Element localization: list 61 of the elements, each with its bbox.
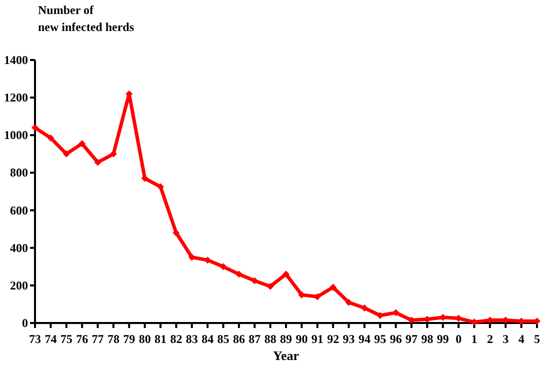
point [360,304,368,312]
x-tick-label: 2 [486,332,493,346]
x-tick-label: 99 [436,332,449,346]
x-tick-label: 96 [390,332,402,346]
x-tick-label: 86 [232,332,245,346]
point [62,150,70,158]
x-tick-label: 97 [406,332,418,346]
point [266,282,274,290]
x-tick-label: 1 [471,332,478,346]
point [94,158,102,166]
point [172,229,180,236]
x-tick-label: 89 [280,332,292,346]
y-tick-label: 400 [10,240,28,255]
point [251,277,258,284]
point [204,256,212,264]
y-tick-label: 1400 [4,53,28,67]
x-tick-label: 78 [107,332,120,346]
x-tick-label: 87 [248,332,261,346]
x-tick-label: 77 [92,332,104,346]
x-tick-label: 3 [502,332,509,346]
x-tick-label: 90 [296,332,308,346]
x-tick-label: 94 [358,332,370,346]
x-tick-label: 92 [327,332,340,346]
x-tick-label: 83 [186,332,198,346]
point [110,150,117,158]
x-tick-label: 82 [170,332,182,346]
point [157,183,164,190]
x-tick-label: 75 [60,332,72,346]
x-tick-label: 85 [217,332,230,346]
point [345,298,352,306]
y-tick-label: 200 [10,278,28,292]
x-tick-label: 80 [138,332,151,346]
x-tick-label: 79 [123,332,136,346]
x-tick-label: 4 [518,332,524,346]
y-tick-label: 600 [10,203,28,218]
x-tick-label: 93 [342,332,355,346]
point [330,284,337,291]
x-tick-label: 5 [534,332,540,346]
point [78,140,86,148]
point [235,270,242,278]
point [188,254,196,261]
x-tick-label: 73 [29,332,41,346]
x-tick-label: 88 [264,332,276,346]
x-axis-title: Year [273,348,300,363]
y-tick-label: 800 [10,166,28,180]
point [282,270,290,278]
y-tick-label: 0 [22,316,28,330]
x-tick-label: 81 [154,332,166,346]
x-tick-label: 76 [76,332,88,346]
point [32,124,38,132]
y-axis-title: Number of new infected herds [38,3,134,34]
point [47,134,54,142]
point [220,263,227,270]
x-tick-label: 91 [311,332,324,346]
x-tick-label: 84 [202,332,214,346]
x-tick-label: 0 [456,332,462,346]
x-tick-label: 95 [374,332,386,346]
x-tick-label: 98 [421,332,434,346]
y-tick-label: 1200 [4,90,28,105]
x-tick-label: 74 [44,332,57,346]
y-tick-label: 1000 [4,128,28,142]
